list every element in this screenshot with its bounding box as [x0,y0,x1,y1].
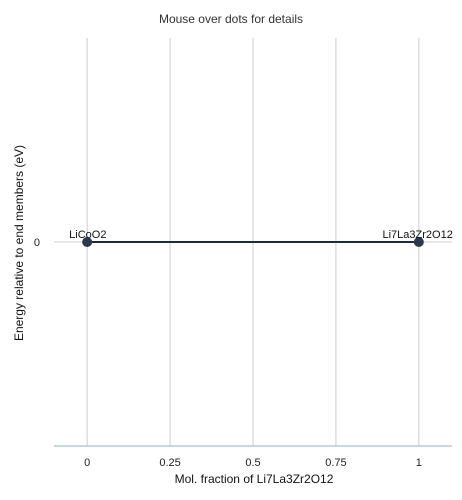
series: LiCoO2 Li7La3Zr2O12 [69,229,453,247]
x-tick-label: 0.25 [159,457,180,469]
x-tick-label: 1 [416,457,422,469]
y-axis-title: Energy relative to end members (eV) [12,145,26,341]
data-point-Li7La3Zr2O12[interactable] [413,237,424,247]
x-axis-title: Mol. fraction of Li7La3Zr2O12 [175,472,334,486]
x-tick-label: 0.75 [325,457,346,469]
data-point-label: Li7La3Zr2O12 [383,229,453,241]
data-point-LiCoO2[interactable] [82,237,93,247]
x-tick-label: 0.5 [245,457,260,469]
mouse-over-hint: Mouse over dots for details [159,12,303,26]
data-point-label: LiCoO2 [69,229,106,241]
tick-labels: 0 0.25 0.5 0.75 1 0 [34,237,422,469]
x-tick-label: 0 [84,457,90,469]
y-tick-label: 0 [34,237,40,249]
